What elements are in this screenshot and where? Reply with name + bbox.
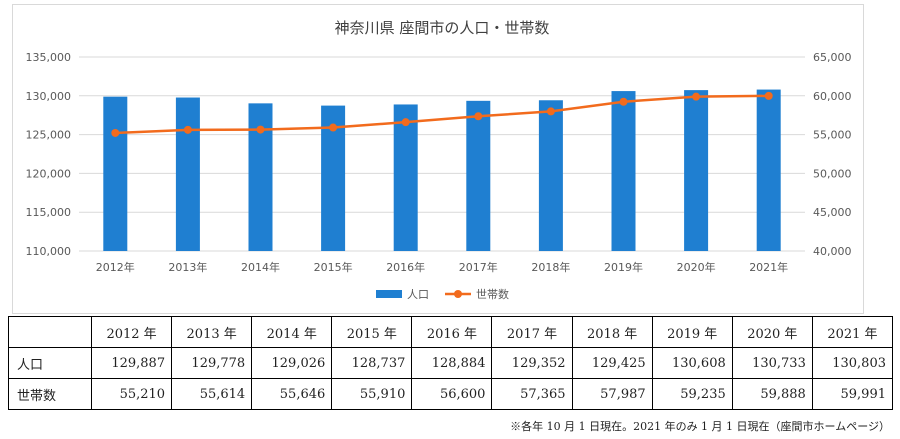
bar <box>175 97 200 251</box>
table-header-cell: 2013 年 <box>171 316 253 348</box>
line-point <box>111 128 120 137</box>
chart-container: 神奈川県 座間市の人口・世帯数 110,000 40,000 115,000 45,00… <box>12 4 864 314</box>
table-cell: 57,365 <box>491 378 573 410</box>
y-right-tick-label: 60,000 <box>813 90 852 103</box>
table-cell: 59,235 <box>651 378 733 410</box>
table-header-row: 2012 年 2013 年 2014 年 2015 年 2016 年 2017 … <box>8 316 894 348</box>
table-header-cell: 2019 年 <box>651 316 733 348</box>
y-left-tick-label: 135,000 <box>26 51 72 64</box>
table-cell: 55,210 <box>90 378 173 410</box>
table-cell: 128,737 <box>331 347 413 379</box>
series-line <box>115 94 769 135</box>
x-tick-label: 2013年 <box>168 260 207 274</box>
line-point <box>474 112 483 121</box>
data-table: 2012 年 2013 年 2014 年 2015 年 2016 年 2017 … <box>8 316 894 410</box>
table-header-cell: 2012 年 <box>90 316 173 348</box>
y-left-tick-label: 115,000 <box>26 206 72 219</box>
bar <box>466 100 491 251</box>
table-header-cell: 2015 年 <box>331 316 413 348</box>
table-cell: 129,887 <box>90 347 173 379</box>
x-tick-label: 2017年 <box>459 260 498 274</box>
combo-chart: 神奈川県 座間市の人口・世帯数 110,000 40,000 115,000 45,00… <box>26 19 852 301</box>
line-point <box>183 125 192 134</box>
y-right-tick-label: 65,000 <box>813 51 852 64</box>
table-cell: 55,614 <box>171 378 253 410</box>
footnote: ※各年 10 月 1 日現在。2021 年のみ 1 月 1 日現在（座間市ホーム… <box>510 420 890 433</box>
x-tick-label: 2012年 <box>96 260 135 274</box>
table-header-cell: 2018 年 <box>571 316 653 348</box>
chart-title: 神奈川県 座間市の人口・世帯数 <box>335 19 550 37</box>
x-tick-label: 2016年 <box>386 260 425 274</box>
line-point <box>256 125 265 134</box>
table-cell: 129,425 <box>571 347 653 379</box>
legend-label: 人口 <box>407 288 429 301</box>
table-corner-cell <box>8 316 92 348</box>
x-tick-label: 2020年 <box>677 260 716 274</box>
legend-label: 世帯数 <box>476 288 509 301</box>
table-cell: 128,884 <box>411 347 493 379</box>
table-header-cell: 2014 年 <box>251 316 333 348</box>
table-cell: 129,778 <box>171 347 253 379</box>
y-left-tick-label: 125,000 <box>26 129 72 142</box>
table-cell: 129,026 <box>251 347 333 379</box>
legend-swatch-bar <box>376 290 402 298</box>
bar <box>538 100 563 252</box>
x-tick-label: 2018年 <box>531 260 570 274</box>
table-cell: 57,987 <box>571 378 653 410</box>
bar <box>756 89 781 251</box>
bar <box>248 103 273 251</box>
x-tick-label: 2021年 <box>749 260 788 274</box>
line-point <box>764 91 773 100</box>
y-left-tick-label: 110,000 <box>26 245 72 258</box>
table-cell: 55,646 <box>251 378 333 410</box>
table-cell: 55,910 <box>331 378 413 410</box>
x-tick-label: 2019年 <box>604 260 643 274</box>
table-cell: 130,733 <box>731 347 813 379</box>
table-row-population: 人口 129,887 129,778 129,026 128,737 128,8… <box>8 347 894 379</box>
y-left-tick-label: 120,000 <box>26 167 72 180</box>
table-cell: 56,600 <box>411 378 493 410</box>
table-cell: 59,991 <box>811 378 894 410</box>
table-cell: 130,608 <box>651 347 733 379</box>
x-tick-label: 2015年 <box>314 260 353 274</box>
table-header-cell: 2020 年 <box>731 316 813 348</box>
line-point <box>546 107 555 116</box>
bar <box>103 96 128 251</box>
table-header-cell: 2016 年 <box>411 316 493 348</box>
line-point <box>692 92 701 101</box>
y-right-tick-label: 50,000 <box>813 167 852 180</box>
table-row-households: 世帯数 55,210 55,614 55,646 55,910 56,600 5… <box>8 378 894 410</box>
line-point <box>619 97 628 106</box>
row-label: 世帯数 <box>8 378 92 410</box>
x-tick-label: 2014年 <box>241 260 280 274</box>
table-cell: 59,888 <box>731 378 813 410</box>
row-label: 人口 <box>8 347 92 379</box>
line-point <box>329 123 338 132</box>
y-right-tick-label: 40,000 <box>813 245 852 258</box>
bar <box>611 91 636 252</box>
legend-swatch-marker <box>454 290 462 298</box>
y-right-tick-label: 45,000 <box>813 206 852 219</box>
y-left-tick-label: 130,000 <box>26 90 72 103</box>
bar <box>684 90 709 251</box>
y-right-tick-label: 55,000 <box>813 129 852 142</box>
table-cell: 130,803 <box>811 347 894 379</box>
bar <box>393 104 418 251</box>
table-header-cell: 2021 年 <box>811 316 894 348</box>
table-header-cell: 2017 年 <box>491 316 573 348</box>
table-cell: 129,352 <box>491 347 573 379</box>
line-point <box>401 118 410 127</box>
